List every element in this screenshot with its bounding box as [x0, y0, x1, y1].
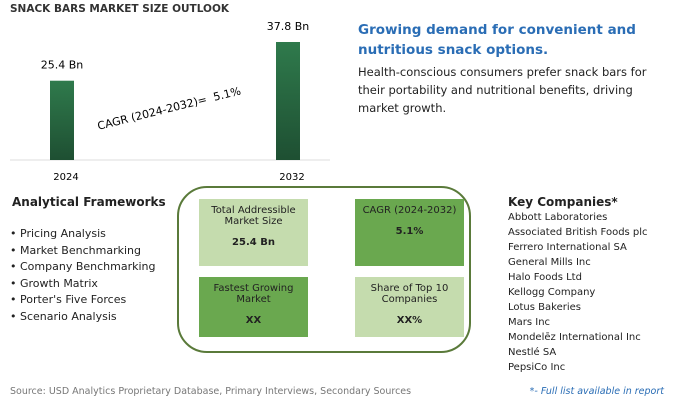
framework-text: Market Benchmarking	[20, 243, 141, 257]
company-item: Kellogg Company	[508, 287, 596, 298]
framework-item: • Scenario Analysis	[10, 309, 117, 323]
source: Source: USD Analytics Proprietary Databa…	[10, 386, 412, 397]
summary-box: CAGR (2024-2032) 5.1%	[355, 199, 464, 266]
framework-item: • Porter's Five Forces	[10, 293, 127, 306]
framework-item: • Pricing Analysis	[10, 227, 106, 240]
companies-title: Key Companies*	[508, 195, 618, 209]
company-item: Lotus Bakeries	[508, 302, 581, 313]
box-label: Fastest Growing Market	[213, 283, 294, 305]
summary-panel	[177, 186, 471, 353]
framework-item: • Market Benchmarking	[10, 243, 141, 257]
frameworks-title: Analytical Frameworks	[12, 195, 166, 209]
bar	[276, 42, 300, 160]
framework-item: • Company Benchmarking	[10, 260, 156, 273]
framework-text: Scenario Analysis	[20, 309, 117, 323]
framework-text: Porter's Five Forces	[20, 293, 127, 306]
company-item: Ferrero International SA	[508, 242, 627, 253]
cagr-annotation: CAGR (2024-2032)= 5.1%	[96, 84, 242, 132]
box-value: 25.4 Bn	[232, 237, 275, 248]
box-label: Total Addressible Market Size	[211, 205, 296, 227]
company-item: Halo Foods Ltd	[508, 272, 582, 283]
box-value: XX%	[396, 315, 423, 326]
company-item: Nestlé SA	[508, 347, 557, 358]
company-item: Mondelēz International Inc	[508, 332, 641, 343]
framework-text: Company Benchmarking	[20, 260, 156, 273]
framework-text: Growth Matrix	[20, 276, 98, 290]
summary-box: Total Addressible Market Size 25.4 Bn	[199, 199, 308, 266]
summary-box: Share of Top 10 Companies XX%	[355, 277, 464, 337]
value-label: 37.8 Bn	[267, 20, 310, 33]
x-tick-label: 2032	[279, 172, 304, 183]
framework-text: Pricing Analysis	[20, 227, 106, 240]
box-label: CAGR (2024-2032)	[362, 205, 457, 216]
footnote: *- Full list available in report	[529, 386, 664, 397]
bar	[50, 80, 74, 160]
x-tick-label: 2024	[53, 172, 78, 183]
box-value: XX	[245, 315, 262, 326]
company-item: Associated British Foods plc	[508, 227, 648, 238]
description: Health-conscious consumers prefer snack …	[358, 65, 647, 115]
company-item: PepsiCo Inc	[508, 362, 566, 373]
company-item: Abbott Laboratories	[508, 212, 608, 223]
chart: 25.4 Bn 2024 37.8 Bn 2032 CAGR (2024-2032)= …	[10, 20, 330, 183]
summary-box: Fastest Growing Market XX	[199, 277, 308, 337]
box-value: 5.1%	[395, 226, 424, 237]
box-label: Share of Top 10 Companies	[370, 283, 449, 305]
headline: Growing demand for convenient and nutrit…	[358, 22, 636, 58]
chart-title: SNACK BARS MARKET SIZE OUTLOOK	[10, 3, 230, 15]
value-label: 25.4 Bn	[41, 59, 84, 72]
company-item: General Mills Inc	[508, 257, 591, 268]
framework-item: • Growth Matrix	[10, 276, 98, 290]
company-item: Mars Inc	[508, 317, 551, 328]
